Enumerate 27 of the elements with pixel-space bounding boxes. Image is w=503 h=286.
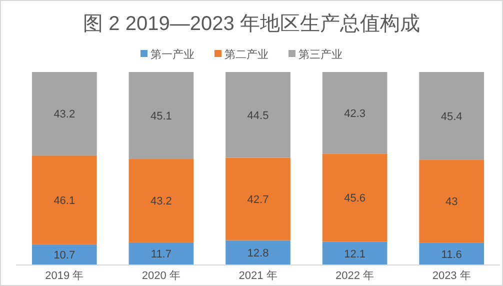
legend-label: 第二产业	[224, 48, 268, 61]
data-label: 43.2	[150, 196, 172, 208]
data-label: 45.6	[344, 192, 366, 205]
data-label: 42.3	[344, 108, 366, 120]
x-tick-label: 2023 年	[432, 270, 471, 282]
data-label: 12.1	[344, 248, 366, 260]
data-label: 44.5	[247, 110, 269, 122]
x-tick-label: 2019 年	[45, 270, 84, 282]
data-label: 11.6	[441, 248, 462, 261]
legend-item: 第三产业	[288, 49, 342, 61]
data-label: 43.2	[54, 108, 76, 121]
data-label: 46.1	[54, 194, 76, 207]
legend-item: 第一产业	[140, 49, 194, 61]
data-label: 45.1	[150, 110, 172, 123]
title: 图 2 2019—2023 年地区生产总值构成	[83, 13, 420, 35]
data-label: 42.7	[247, 194, 269, 206]
x-tick-label: 2020 年	[142, 270, 180, 282]
data-label: 43	[445, 196, 458, 208]
data-label: 10.7	[54, 250, 76, 262]
data-label: 45.4	[440, 110, 462, 123]
legend-label: 第一产业	[150, 48, 194, 61]
x-tick-label: 2022 年	[336, 270, 374, 282]
legend-item: 第二产业	[214, 49, 268, 61]
data-label: 11.7	[150, 248, 172, 261]
x-tick-label: 2021 年	[238, 270, 278, 282]
legend-label: 第三产业	[298, 48, 342, 61]
data-label: 12.8	[247, 248, 269, 260]
